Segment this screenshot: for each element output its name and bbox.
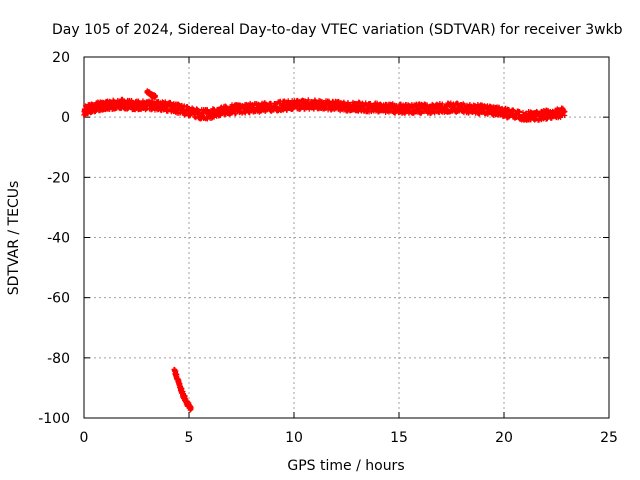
x-tick-label: 25 (600, 430, 618, 446)
data-point (424, 102, 430, 108)
data-point (247, 110, 253, 116)
y-tick-label: 20 (52, 50, 70, 66)
data-point (305, 97, 311, 103)
y-tick-label: 0 (61, 110, 70, 126)
series-early-spike (144, 88, 158, 101)
data-point (433, 105, 439, 111)
x-tick-label: 15 (390, 430, 408, 446)
y-tick-label: -40 (47, 231, 70, 247)
y-tick-label: -20 (47, 170, 70, 186)
x-tick-label: 5 (185, 430, 194, 446)
series-main-track (81, 96, 568, 123)
data-point (289, 106, 295, 112)
y-tick-label: -80 (47, 351, 70, 367)
data-point (129, 98, 135, 104)
data-point (222, 103, 228, 109)
data-point (152, 94, 158, 100)
series-low-segment (171, 366, 194, 413)
data-point (562, 109, 568, 115)
data-point (187, 113, 193, 119)
data-points (81, 88, 568, 413)
chart-title: Day 105 of 2024, Sidereal Day-to-day VTE… (52, 22, 623, 38)
y-tick-label: -100 (38, 411, 70, 427)
x-tick-label: 0 (80, 430, 89, 446)
y-tick-labels: -100 -80 -60 -40 -20 0 20 (38, 50, 70, 427)
data-point (233, 111, 239, 117)
ticks (83, 56, 610, 419)
data-point (188, 406, 194, 412)
x-tick-label: 20 (495, 430, 513, 446)
y-tick-label: -60 (47, 291, 70, 307)
x-axis-label: GPS time / hours (287, 458, 404, 474)
x-tick-labels: 0 5 10 15 20 25 (80, 430, 618, 446)
y-axis-label: SDTVAR / TECUs (6, 181, 22, 296)
x-tick-label: 10 (285, 430, 303, 446)
